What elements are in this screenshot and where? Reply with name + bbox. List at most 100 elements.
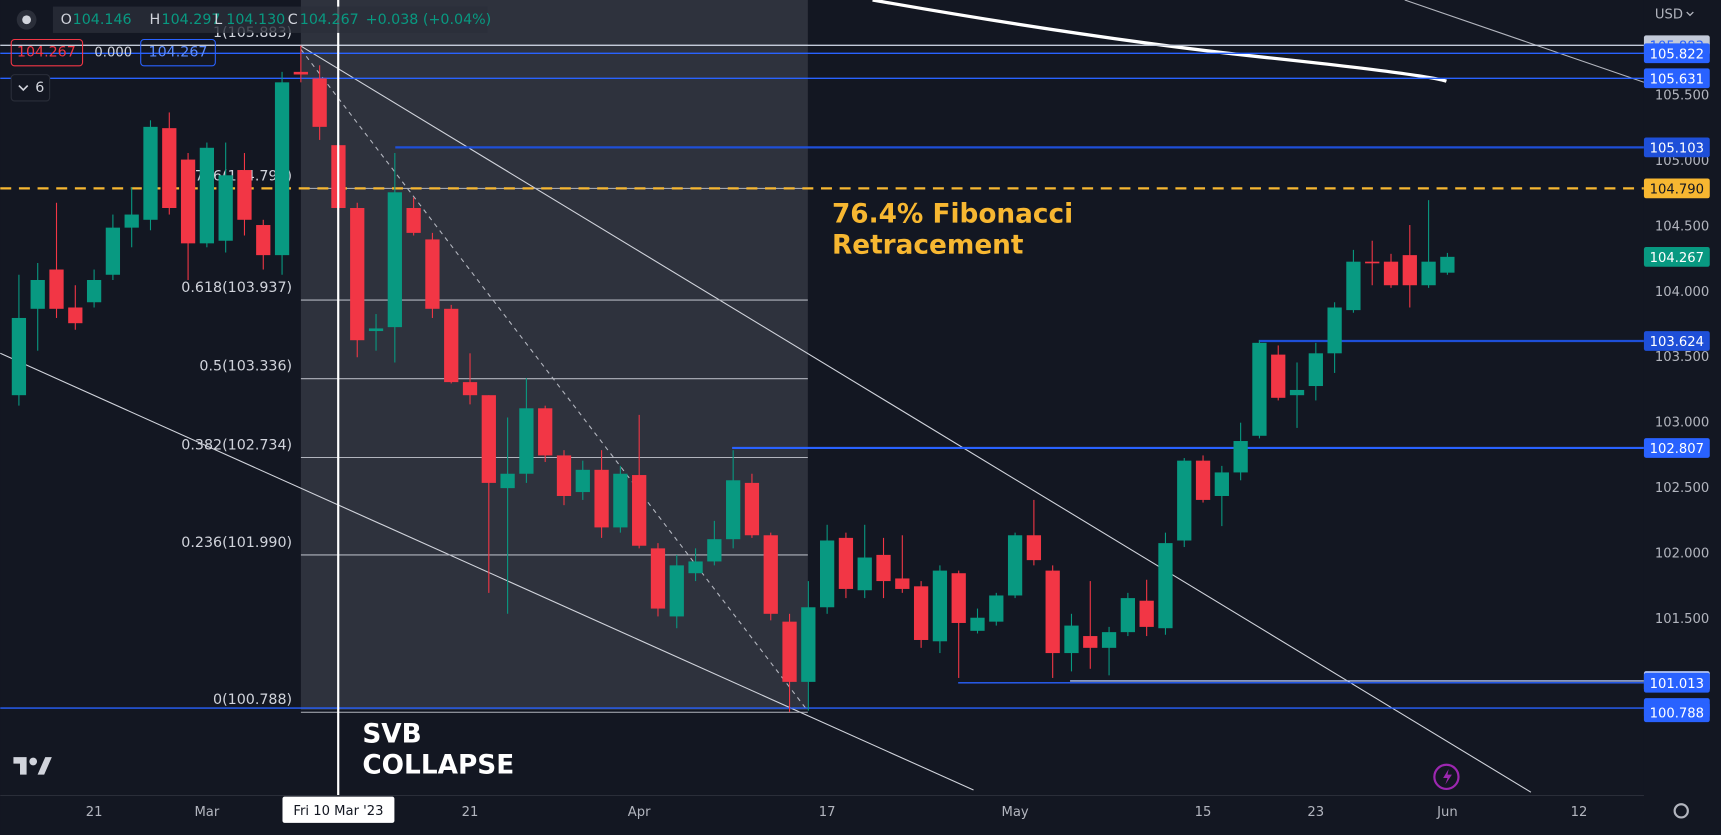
annotation: SVB	[362, 720, 421, 750]
candle-body	[462, 382, 478, 396]
ohlc-value: 104.130	[226, 12, 285, 28]
trend-line	[300, 45, 1532, 793]
candle-body	[425, 239, 440, 309]
price-label-box	[1643, 178, 1710, 199]
header: 104.267 0.000 104.267 6 USD O 104.146 H 104…	[10, 6, 1694, 102]
settings-icon[interactable]	[1673, 803, 1689, 819]
x-tick-label: Jun	[1436, 805, 1458, 820]
candle-body	[312, 78, 327, 127]
candle-body	[1045, 570, 1060, 654]
y-tick-label: 102.000	[1655, 547, 1709, 562]
y-tick-label: 102.500	[1655, 481, 1709, 496]
buy-button[interactable]	[140, 38, 216, 67]
alert-icon[interactable]	[1433, 763, 1460, 791]
tv-logo	[13, 757, 52, 775]
candle-body	[1440, 256, 1455, 273]
candle-body	[1101, 632, 1117, 648]
fib-label: 0.5(103.336)	[199, 359, 292, 375]
levels: 1(105.883)0.786(104.790)0.618(103.937)0.…	[0, 25, 1644, 713]
ohlc-key: C	[288, 12, 298, 28]
candle-body	[688, 561, 703, 574]
currency[interactable]: USD	[1655, 7, 1683, 22]
x-tick-label: 17	[819, 805, 836, 820]
ohlc-key: H	[149, 12, 160, 28]
candle-body	[1139, 600, 1154, 627]
logo-part	[29, 757, 38, 766]
candle-body	[782, 621, 797, 682]
price-label: 104.267	[1650, 251, 1704, 266]
candle-body	[293, 71, 308, 75]
candle-body	[951, 573, 966, 623]
candle-body	[274, 82, 290, 256]
time-axis	[0, 795, 1721, 835]
sell-button[interactable]	[10, 38, 84, 67]
logo-part	[37, 757, 52, 775]
candle-body	[387, 192, 402, 328]
candle-body	[1083, 636, 1098, 648]
change: +0.038 (+0.04%)	[366, 12, 492, 28]
candle-body	[1402, 255, 1417, 286]
fib-label: 0(100.788)	[213, 692, 292, 708]
candle-body	[1346, 261, 1361, 311]
y-tick-label: 101.500	[1655, 612, 1709, 627]
price-label: 100.788	[1650, 706, 1704, 721]
candle-body	[838, 537, 854, 589]
candle-body	[1064, 625, 1079, 654]
price-label-box	[1643, 43, 1710, 64]
crosshair-date-box	[282, 796, 395, 823]
ohlc-value: 104.297	[162, 12, 221, 28]
fib-trend	[300, 49, 809, 712]
price-label: 101.013	[1650, 677, 1704, 692]
candle-body	[1214, 472, 1229, 496]
symbol-icon-dot	[22, 15, 31, 25]
candle-body	[180, 159, 196, 244]
price-label: 105.103	[1650, 141, 1704, 156]
candle-body	[1026, 535, 1042, 561]
candle-body	[124, 214, 139, 228]
candle-body	[1158, 543, 1173, 629]
chevron	[18, 85, 29, 92]
candle-body	[1365, 261, 1380, 264]
x-tick-label: May	[1001, 805, 1028, 820]
candle-body	[143, 126, 158, 220]
price-label-box	[1643, 331, 1710, 351]
candle-body	[105, 227, 121, 275]
fib-label: 0.618(103.937)	[181, 280, 292, 296]
candle-body	[444, 308, 459, 383]
price-label-box	[1643, 672, 1710, 693]
annotation: COLLAPSE	[362, 750, 514, 780]
candle-body	[86, 280, 102, 303]
alert-bolt	[1443, 769, 1452, 785]
candle-body	[575, 469, 590, 493]
candle-body	[1007, 535, 1023, 596]
axes: 101.500 102.000 102.500 103.000 103.500 104.0…	[86, 35, 1710, 823]
fib-label: 0.236(101.990)	[181, 535, 292, 551]
candle-body	[857, 557, 872, 591]
candle-body	[820, 540, 835, 608]
logo-part	[13, 757, 27, 775]
candle-body	[1233, 441, 1248, 473]
candle-body	[481, 395, 496, 483]
indicator-toggle[interactable]	[10, 74, 51, 102]
fib-label: 0.382(102.734)	[181, 437, 292, 453]
candle-body	[744, 482, 760, 536]
candle-body	[500, 473, 515, 489]
buy-price: 104.267	[149, 45, 208, 61]
fib-zone	[300, 0, 808, 710]
x-tick-label: 15	[1195, 805, 1212, 820]
y-tick-label: 105.500	[1655, 88, 1709, 103]
candle-body	[932, 570, 948, 642]
candle-body	[1421, 261, 1436, 286]
trend-line	[0, 352, 974, 791]
x-tick-label: Apr	[628, 805, 651, 820]
x-tick-label: Mar	[194, 805, 219, 820]
spread: 0.000	[94, 46, 132, 61]
crosshair-date: Fri 10 Mar '23	[293, 804, 383, 819]
candle-body	[350, 208, 365, 341]
candle-body	[613, 473, 628, 528]
candle-body	[726, 480, 741, 540]
price-label: 104.790	[1650, 182, 1704, 197]
candle-body	[1327, 307, 1342, 354]
candle-body	[1383, 261, 1399, 286]
